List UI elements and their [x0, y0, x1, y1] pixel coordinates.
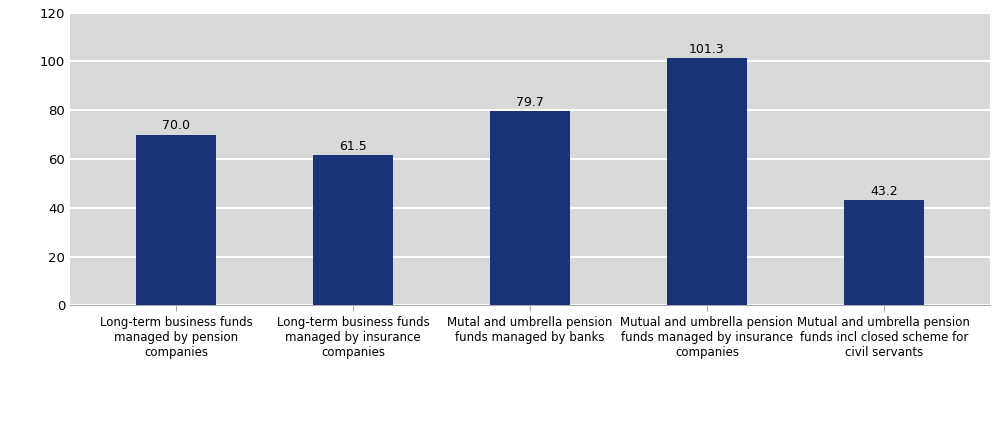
Text: 70.0: 70.0	[162, 119, 190, 132]
Bar	[844, 200, 924, 305]
Text: 79.7: 79.7	[516, 95, 544, 109]
Bar	[313, 155, 393, 305]
Text: 101.3: 101.3	[689, 43, 725, 56]
Bar	[136, 135, 216, 305]
Bar	[490, 111, 570, 305]
Text: 43.2: 43.2	[870, 184, 898, 198]
Bar	[667, 59, 747, 305]
Text: 61.5: 61.5	[339, 140, 367, 153]
